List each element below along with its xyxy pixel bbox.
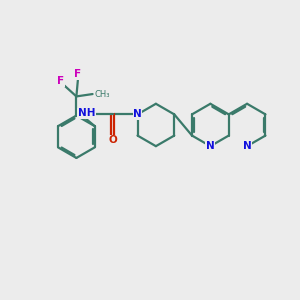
Text: N: N xyxy=(243,141,251,151)
Text: NH: NH xyxy=(78,109,95,118)
Text: O: O xyxy=(108,135,117,145)
Text: F: F xyxy=(74,69,81,79)
Text: N: N xyxy=(133,110,142,119)
Text: N: N xyxy=(206,141,215,151)
Text: F: F xyxy=(57,76,64,86)
Text: CH₃: CH₃ xyxy=(94,90,110,99)
